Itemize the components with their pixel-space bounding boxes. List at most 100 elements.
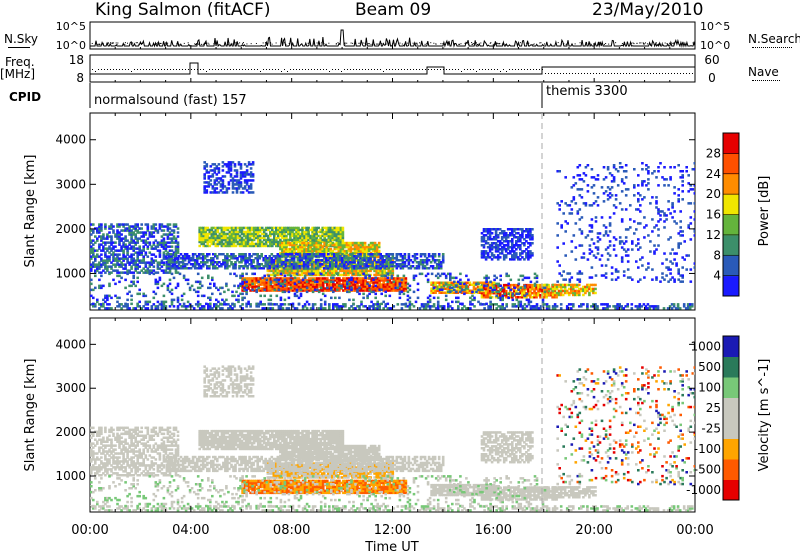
power-cell [207, 303, 210, 306]
power-cell [110, 235, 113, 238]
power-cell [348, 285, 351, 288]
power-cell [333, 230, 337, 234]
power-cell [327, 259, 330, 262]
power-cell [365, 261, 368, 264]
power-cell [502, 287, 506, 291]
power-cell [331, 249, 335, 253]
power-cell [142, 231, 145, 234]
power-cell [172, 235, 176, 238]
power-cell [525, 285, 528, 289]
power-cell [136, 247, 139, 250]
power-cell [341, 273, 344, 277]
power-cell [374, 303, 377, 306]
power-cell [224, 240, 228, 244]
power-cell [525, 296, 528, 299]
nave-point [680, 73, 681, 74]
power-cell [305, 307, 309, 310]
power-cell [256, 267, 259, 270]
power-cell [555, 287, 559, 291]
power-cell [263, 303, 266, 306]
power-cell [298, 265, 302, 268]
power-cell [531, 287, 534, 291]
power-cell [504, 285, 508, 289]
power-cell [504, 256, 508, 259]
power-cell [285, 289, 289, 292]
power-cell [247, 179, 251, 182]
power-cell [369, 257, 372, 260]
nave-point [392, 69, 393, 70]
nave-point [248, 69, 249, 70]
power-cell [313, 277, 317, 280]
nave-point [497, 69, 498, 70]
power-cell [343, 267, 346, 270]
power-cell [212, 234, 216, 238]
power-cell [490, 281, 494, 284]
power-cell [504, 296, 508, 299]
power-cell [110, 307, 113, 310]
power-cell [369, 255, 372, 258]
power-cell [313, 241, 316, 245]
power-cell [297, 245, 300, 249]
power-cell [350, 283, 353, 286]
power-cell [316, 269, 320, 273]
power-cell [415, 257, 419, 260]
nsearch-point [532, 43, 534, 45]
power-cell [250, 244, 254, 248]
power-cell [136, 265, 139, 268]
power-cell [213, 191, 217, 194]
nave-point [530, 69, 531, 70]
power-cell [146, 237, 150, 240]
power-cell [321, 277, 325, 280]
power-cell [446, 285, 449, 288]
power-cell [169, 267, 173, 270]
power-cell [283, 226, 286, 230]
power-cell [128, 243, 131, 246]
power-cell [427, 255, 431, 258]
power-cell [513, 252, 516, 255]
power-cell [232, 240, 236, 244]
power-cell [256, 230, 260, 234]
power-cell [267, 307, 271, 310]
power-cell [199, 253, 203, 256]
power-cell [361, 259, 364, 262]
power-cell [388, 307, 392, 310]
power-cell [252, 230, 256, 234]
nave-point [434, 69, 435, 70]
power-cell [243, 163, 247, 166]
power-cell [307, 245, 310, 249]
power-cell [224, 267, 227, 270]
power-cell [490, 291, 494, 295]
nsearch-point [505, 43, 507, 45]
power-cell [303, 245, 306, 249]
power-cell [195, 255, 199, 258]
power-cell [305, 285, 309, 288]
power-cell [588, 291, 591, 295]
power-cell [285, 241, 288, 245]
power-cell [299, 232, 302, 236]
power-cell [252, 228, 256, 232]
power-cell [268, 259, 272, 262]
nsearch-point [141, 42, 143, 44]
power-cell [90, 233, 93, 236]
power-cell [295, 307, 299, 310]
power-cell [246, 267, 249, 270]
power-cell [281, 245, 284, 249]
power-cell [275, 277, 279, 280]
power-cell [112, 269, 115, 272]
power-cell [358, 307, 361, 310]
power-cell [98, 261, 101, 264]
nsearch-point [403, 43, 405, 45]
power-cell [240, 257, 243, 260]
power-cell [102, 237, 105, 240]
power-cell [460, 281, 464, 284]
power-cell [148, 235, 152, 238]
power-cell [303, 241, 306, 245]
power-cell [223, 303, 226, 306]
nsearch-point [216, 42, 218, 44]
power-cell [480, 240, 484, 243]
power-cell [535, 285, 538, 289]
nave-point [188, 69, 189, 70]
nsearch-point [413, 43, 415, 45]
power-cell [563, 291, 567, 295]
power-cell [222, 228, 226, 232]
